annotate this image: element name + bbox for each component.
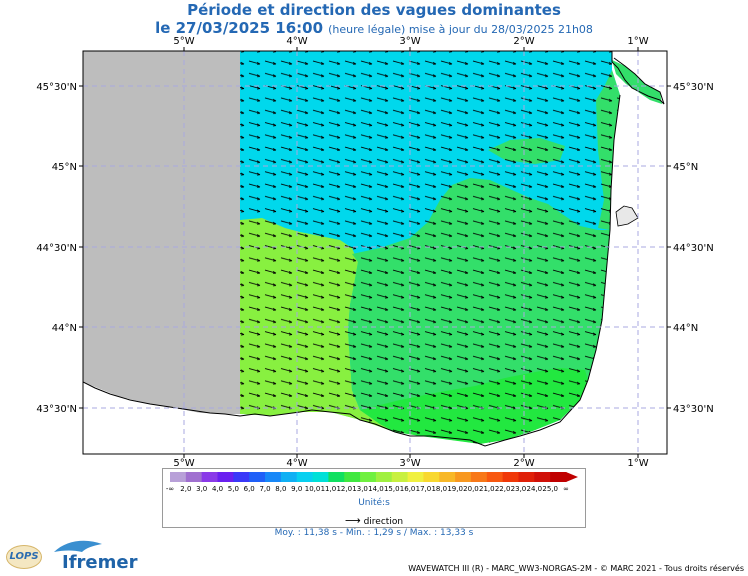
direction-arrow-icon: ⟶ [344, 514, 361, 527]
map-frame [82, 50, 668, 455]
lat-tick-right: 44°30'N [673, 243, 714, 254]
lon-tick-bottom: 1°W [627, 458, 648, 469]
subtitle-note: (heure légale) mise à jour du 28/03/2025… [328, 23, 593, 36]
lops-logo[interactable]: LOPS [6, 545, 42, 569]
lon-tick-bottom: 5°W [173, 458, 194, 469]
land-north [612, 51, 667, 100]
lat-tick-left: 45°N [52, 162, 77, 173]
lon-tick-bottom: 2°W [513, 458, 534, 469]
legend-units: Unité:s [358, 498, 390, 508]
ifremer-wordmark: Ifremer [62, 552, 138, 573]
lat-tick-left: 44°30'N [36, 243, 77, 254]
lon-tick-top: 5°W [173, 36, 194, 47]
lat-tick-right: 44°N [673, 323, 698, 334]
ifremer-fish-icon [54, 540, 102, 552]
direction-label: direction [363, 517, 404, 527]
tick-marks [79, 47, 671, 458]
estuary-patch [612, 60, 662, 104]
lon-tick-top: 3°W [399, 36, 420, 47]
map-subtitle: le 27/03/2025 16:00 (heure légale) mise … [0, 18, 748, 37]
graticule [83, 51, 667, 454]
land-south [83, 382, 560, 454]
coastline [611, 51, 665, 105]
footer-credit: WAVEWATCH III (R) - MARC_WW3-NORGAS-2M -… [408, 564, 744, 573]
stats-line: Moy. : 11,38 s - Min. : 1,29 s / Max. : … [274, 528, 474, 538]
lat-tick-right: 43°30'N [673, 404, 714, 415]
lon-tick-top: 4°W [286, 36, 307, 47]
lat-tick-left: 44°N [52, 323, 77, 334]
outside-domain-area [83, 51, 240, 414]
lon-tick-top: 1°W [627, 36, 648, 47]
land-east [560, 95, 667, 454]
lon-tick-bottom: 4°W [286, 458, 307, 469]
subtitle-date: le 27/03/2025 16:00 [155, 19, 324, 37]
lon-tick-bottom: 3°W [399, 458, 420, 469]
lat-tick-left: 45°30'N [36, 82, 77, 93]
map-title: Période et direction des vagues dominant… [187, 1, 561, 19]
coastline-aquitaine [83, 94, 621, 447]
ifremer-logo[interactable]: Ifremer [62, 552, 137, 573]
direction-legend: ⟶ direction [0, 514, 748, 527]
lon-tick-top: 2°W [513, 36, 534, 47]
lat-tick-right: 45°N [673, 162, 698, 173]
lat-tick-left: 43°30'N [36, 404, 77, 415]
lat-tick-right: 45°30'N [673, 82, 714, 93]
